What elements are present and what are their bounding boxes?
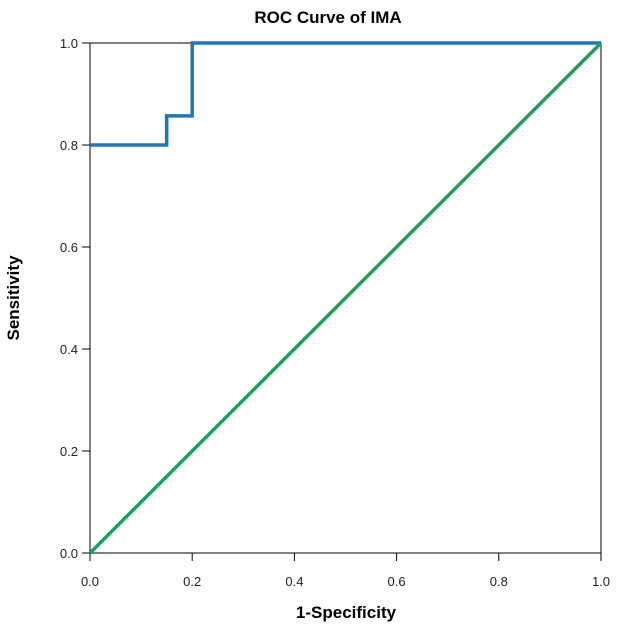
roc-curve-line: [90, 41, 601, 147]
y-tick-label: 0.8: [60, 138, 78, 153]
x-tick-label: 0.4: [285, 574, 303, 589]
x-tick-label: 0.6: [388, 574, 406, 589]
series-layer: [88, 41, 603, 555]
y-tick-label: 1.0: [60, 36, 78, 51]
x-tick-label: 1.0: [592, 574, 610, 589]
y-tick-label: 0.6: [60, 240, 78, 255]
y-tick-label: 0.4: [60, 342, 78, 357]
x-axis-label: 1-Specificity: [296, 603, 397, 622]
y-axis: 0.0 0.2 0.4 0.6 0.8 1.0: [60, 36, 90, 561]
x-axis: 0.0 0.2 0.4 0.6 0.8 1.0: [81, 553, 610, 589]
chart-title: ROC Curve of IMA: [254, 8, 401, 27]
x-tick-label: 0.8: [490, 574, 508, 589]
reference-diagonal-line: [88, 41, 603, 555]
x-tick-label: 0.0: [81, 574, 99, 589]
y-axis-label: Sensitivity: [4, 255, 23, 341]
y-tick-label: 0.0: [60, 546, 78, 561]
x-tick-label: 0.2: [183, 574, 201, 589]
y-tick-label: 0.2: [60, 444, 78, 459]
